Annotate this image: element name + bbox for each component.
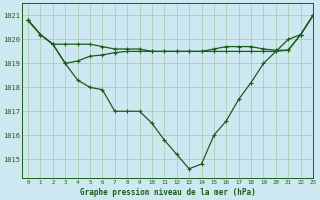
X-axis label: Graphe pression niveau de la mer (hPa): Graphe pression niveau de la mer (hPa) <box>80 188 255 197</box>
